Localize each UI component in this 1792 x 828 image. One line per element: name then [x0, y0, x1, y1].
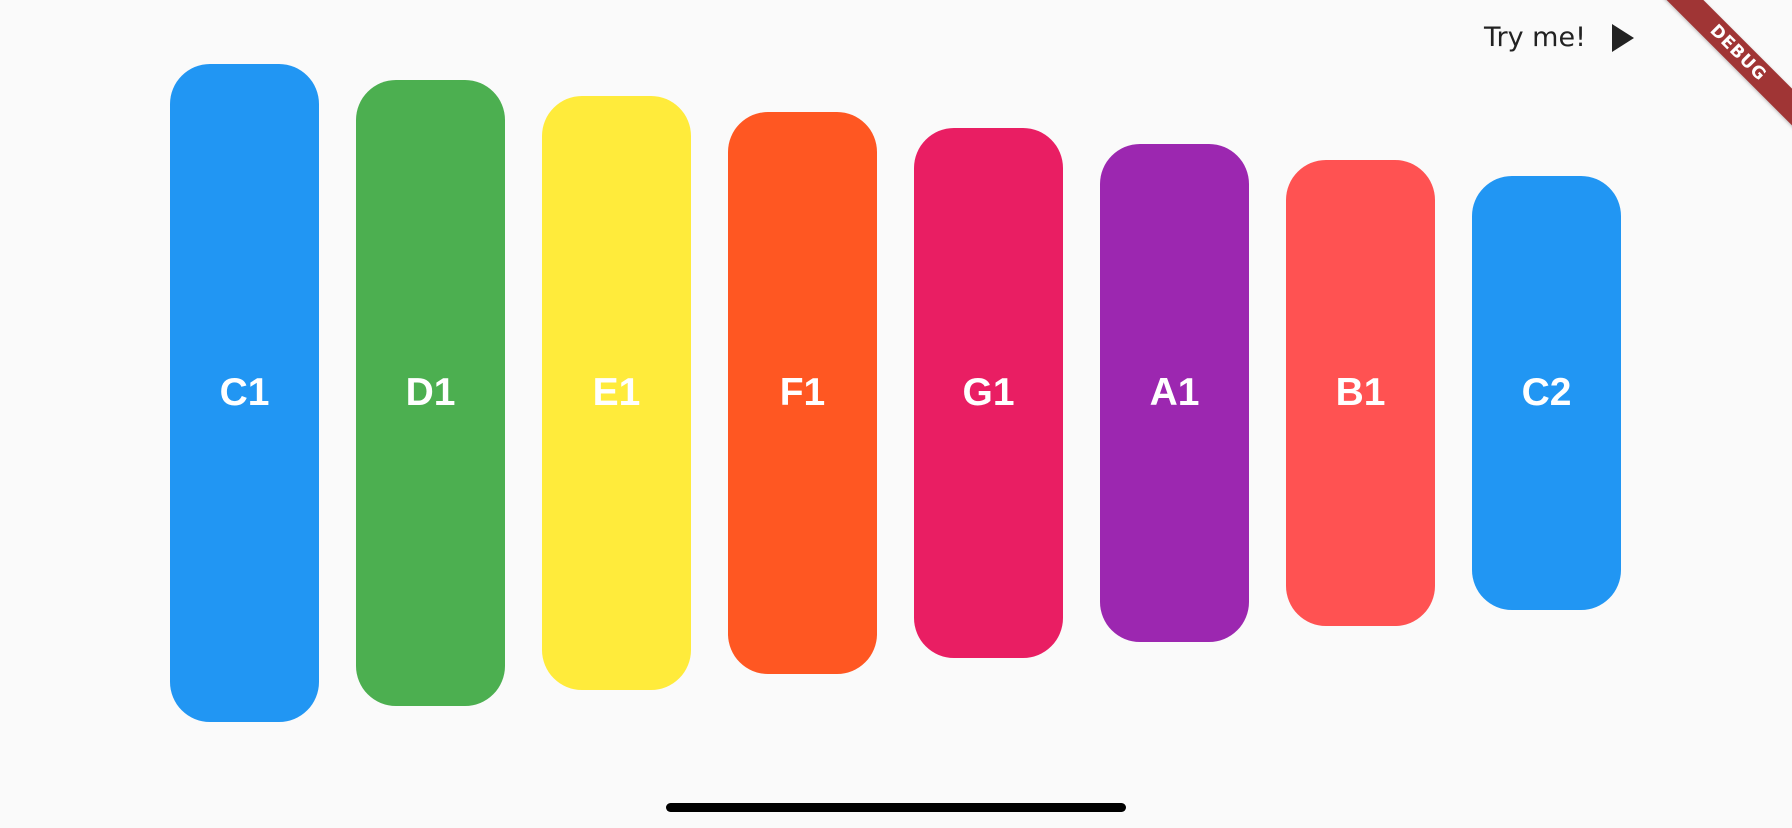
key-label: G1 — [962, 371, 1015, 414]
xylophone-key-c2[interactable]: C2 — [1472, 176, 1621, 610]
try-me-button[interactable]: Try me! — [1484, 22, 1634, 53]
key-label: E1 — [592, 371, 641, 414]
xylophone-key-c1[interactable]: C1 — [170, 64, 319, 722]
xylophone-key-g1[interactable]: G1 — [914, 128, 1063, 658]
key-label: F1 — [779, 371, 826, 414]
home-indicator[interactable] — [666, 803, 1126, 812]
key-label: B1 — [1335, 371, 1386, 414]
xylophone-key-e1[interactable]: E1 — [542, 96, 691, 690]
xylophone-key-a1[interactable]: A1 — [1100, 144, 1249, 642]
xylophone-key-b1[interactable]: B1 — [1286, 160, 1435, 626]
play-icon — [1611, 23, 1634, 52]
debug-banner: DEBUG — [1651, 0, 1792, 140]
xylophone-key-f1[interactable]: F1 — [728, 112, 877, 674]
key-label: C1 — [219, 371, 270, 414]
key-label: C2 — [1521, 371, 1572, 414]
xylophone-key-d1[interactable]: D1 — [356, 80, 505, 706]
key-label: A1 — [1149, 371, 1200, 414]
try-me-label: Try me! — [1484, 22, 1586, 53]
key-label: D1 — [405, 371, 456, 414]
